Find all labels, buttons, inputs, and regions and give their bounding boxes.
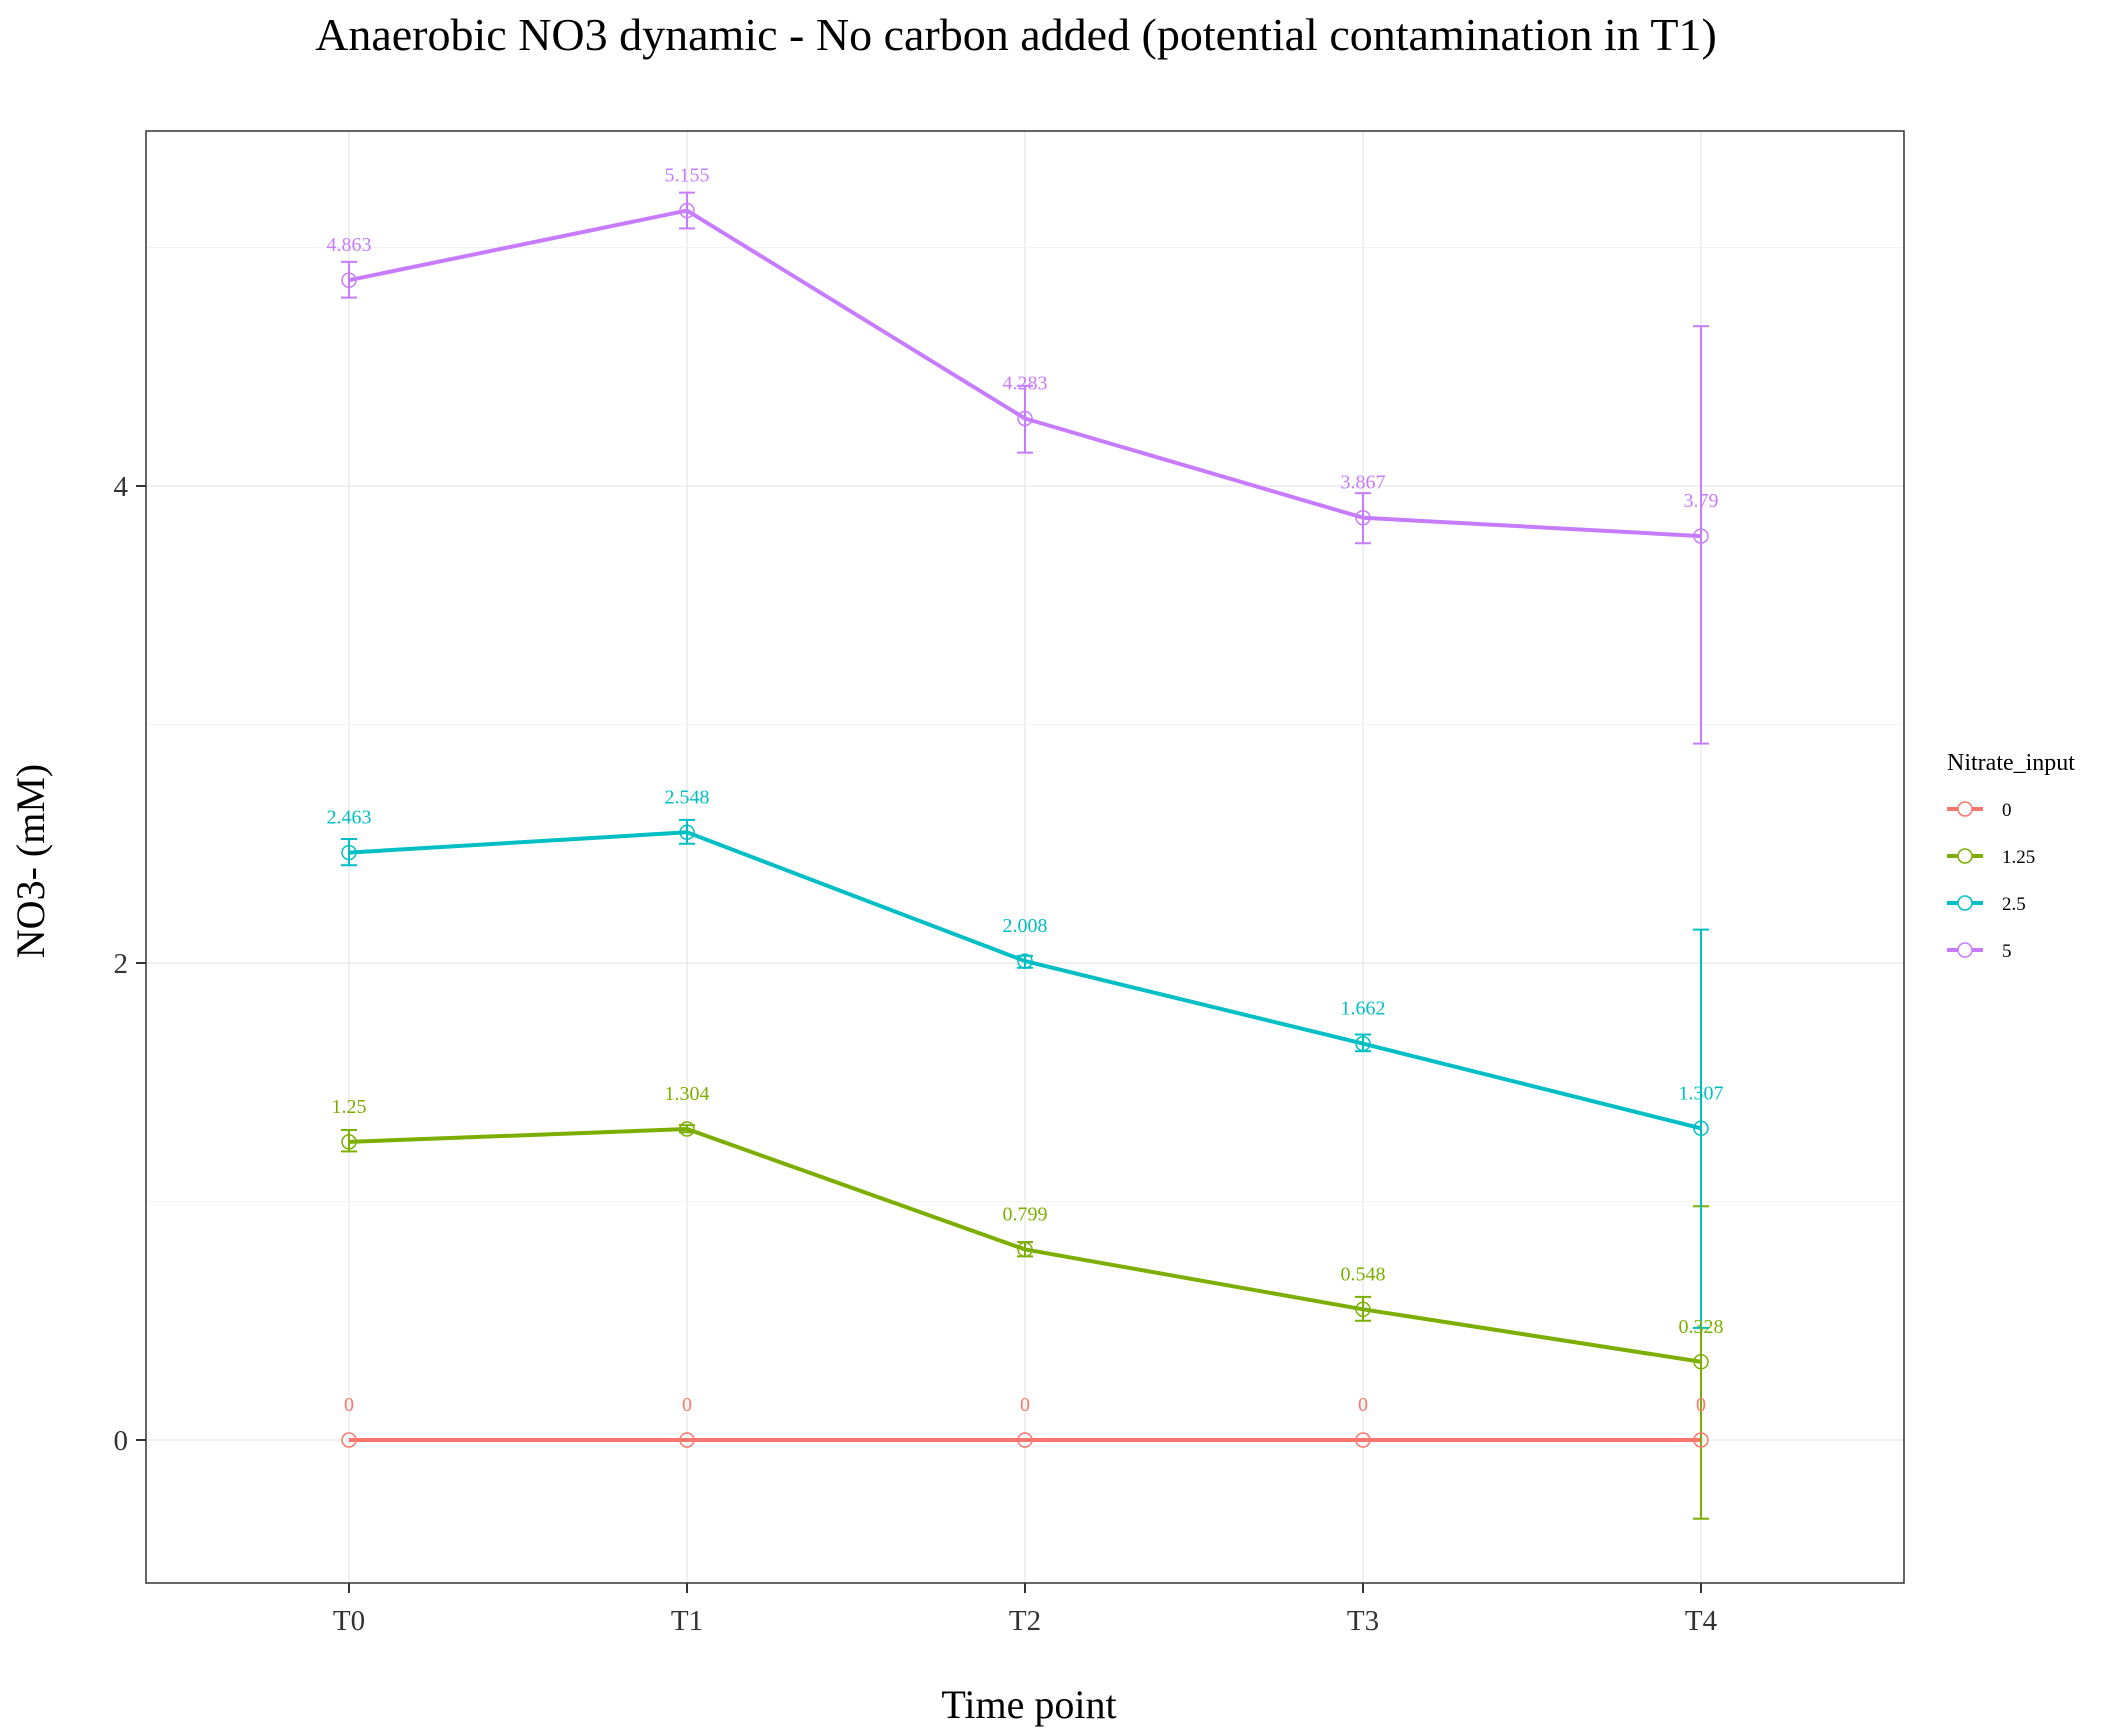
legend-key-point xyxy=(1957,942,1973,958)
data-label: 4.283 xyxy=(1003,373,1048,395)
data-point xyxy=(1017,1432,1033,1448)
grid xyxy=(146,131,1904,1583)
data-point xyxy=(1017,410,1033,427)
data-point xyxy=(679,1121,695,1137)
data-label: 0 xyxy=(1020,1394,1030,1416)
data-point xyxy=(1693,1354,1709,1370)
data-point xyxy=(341,844,357,861)
data-point xyxy=(1693,1432,1709,1448)
data-point xyxy=(1355,1035,1371,1052)
error-bar xyxy=(1693,325,1709,745)
data-label: 1.304 xyxy=(665,1083,710,1105)
error-bar xyxy=(1355,492,1371,545)
legend-title: Nitrate_input xyxy=(1947,750,2075,776)
data-point xyxy=(679,824,695,841)
data-label: 0.328 xyxy=(1679,1316,1724,1338)
data-label: 0.799 xyxy=(1003,1203,1048,1225)
error-bar xyxy=(341,260,357,299)
error-bar xyxy=(1693,928,1709,1329)
data-labels: 0 0 0 0 0 1.25 1.304 0.799 0.548 0.328 2.463 2.548 2… xyxy=(327,165,1724,1416)
data-label: 0 xyxy=(344,1394,354,1416)
data-label: 1.662 xyxy=(1341,998,1386,1020)
data-label: 2.463 xyxy=(327,807,372,829)
legend-label: 2.5 xyxy=(2002,894,2026,915)
legend-key-point xyxy=(1957,801,1973,817)
data-point xyxy=(1693,528,1709,544)
x-axis: T0 T1 T2 T3 T4 xyxy=(333,1583,1718,1637)
x-tick-label: T2 xyxy=(1009,1605,1041,1637)
legend-key-2.5 xyxy=(1947,895,1983,911)
legend-key-point xyxy=(1957,895,1973,911)
legend-key-5 xyxy=(1947,942,1983,958)
legend-label: 5 xyxy=(2002,941,2012,962)
y-tick-label: 2 xyxy=(114,948,129,980)
data-label: 4.863 xyxy=(327,234,372,256)
data-point xyxy=(1355,1301,1371,1318)
data-label: 1.307 xyxy=(1679,1082,1724,1104)
data-point xyxy=(679,1432,695,1448)
x-tick-label: T3 xyxy=(1347,1605,1379,1637)
data-point xyxy=(679,202,695,219)
data-label: 0 xyxy=(1696,1394,1706,1416)
x-axis-title: Time point xyxy=(941,1682,1116,1727)
data-point xyxy=(1017,953,1033,969)
x-tick-label: T4 xyxy=(1685,1605,1718,1637)
data-point xyxy=(341,1134,357,1150)
y-tick-label: 4 xyxy=(114,471,129,503)
error-bar xyxy=(679,191,695,230)
data-label: 3.79 xyxy=(1684,490,1719,512)
legend: Nitrate_input 0 1.25 2.5 5 xyxy=(1947,750,2075,962)
y-tick-label: 0 xyxy=(114,1425,129,1457)
y-axis: 0 2 4 xyxy=(114,471,146,1457)
data-label: 1.25 xyxy=(332,1096,367,1118)
data-label: 0 xyxy=(1358,1394,1368,1416)
legend-label: 0 xyxy=(2002,800,2012,821)
error-bar xyxy=(341,837,357,867)
data-point xyxy=(1355,509,1371,526)
legend-label: 1.25 xyxy=(2002,847,2035,868)
x-tick-label: T1 xyxy=(671,1605,703,1637)
data-label: 0.548 xyxy=(1341,1263,1386,1285)
y-axis-title: NO3- (mM) xyxy=(8,764,53,958)
x-tick-label: T0 xyxy=(333,1605,365,1637)
error-bar xyxy=(341,1128,357,1153)
data-point xyxy=(341,272,357,288)
data-point xyxy=(1355,1432,1371,1448)
data-label: 5.155 xyxy=(665,165,710,187)
chart-title: Anaerobic NO3 dynamic - No carbon added … xyxy=(315,9,1717,60)
legend-key-point xyxy=(1957,848,1973,864)
legend-key-1.25 xyxy=(1947,848,1983,864)
data-label: 2.008 xyxy=(1003,915,1048,937)
data-label: 3.867 xyxy=(1341,472,1386,494)
data-point xyxy=(1693,1120,1709,1137)
data-label: 2.548 xyxy=(665,786,710,808)
data-point xyxy=(1017,1241,1033,1258)
data-points xyxy=(341,202,1709,1448)
data-label: 0 xyxy=(682,1394,692,1416)
error-bar xyxy=(1017,384,1033,454)
legend-key-0 xyxy=(1947,801,1983,817)
data-point xyxy=(341,1432,357,1448)
